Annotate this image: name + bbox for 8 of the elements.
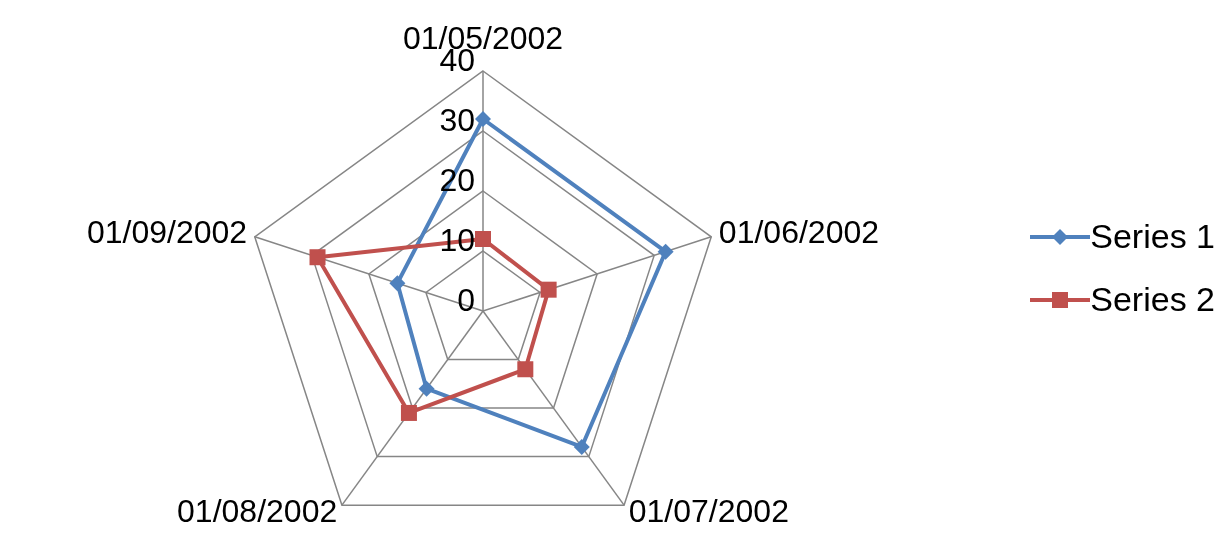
legend-label: Series 1 (1090, 217, 1215, 256)
y-tick-label: 30 (439, 102, 475, 138)
spoke-label: 01/06/2002 (718, 213, 880, 250)
spoke-label: 01/09/2002 (86, 213, 248, 250)
legend-label: Series 2 (1090, 280, 1215, 319)
y-tick-label: 0 (457, 282, 475, 318)
spoke-label: 01/07/2002 (628, 493, 789, 530)
spoke-label: 01/08/2002 (177, 493, 338, 530)
